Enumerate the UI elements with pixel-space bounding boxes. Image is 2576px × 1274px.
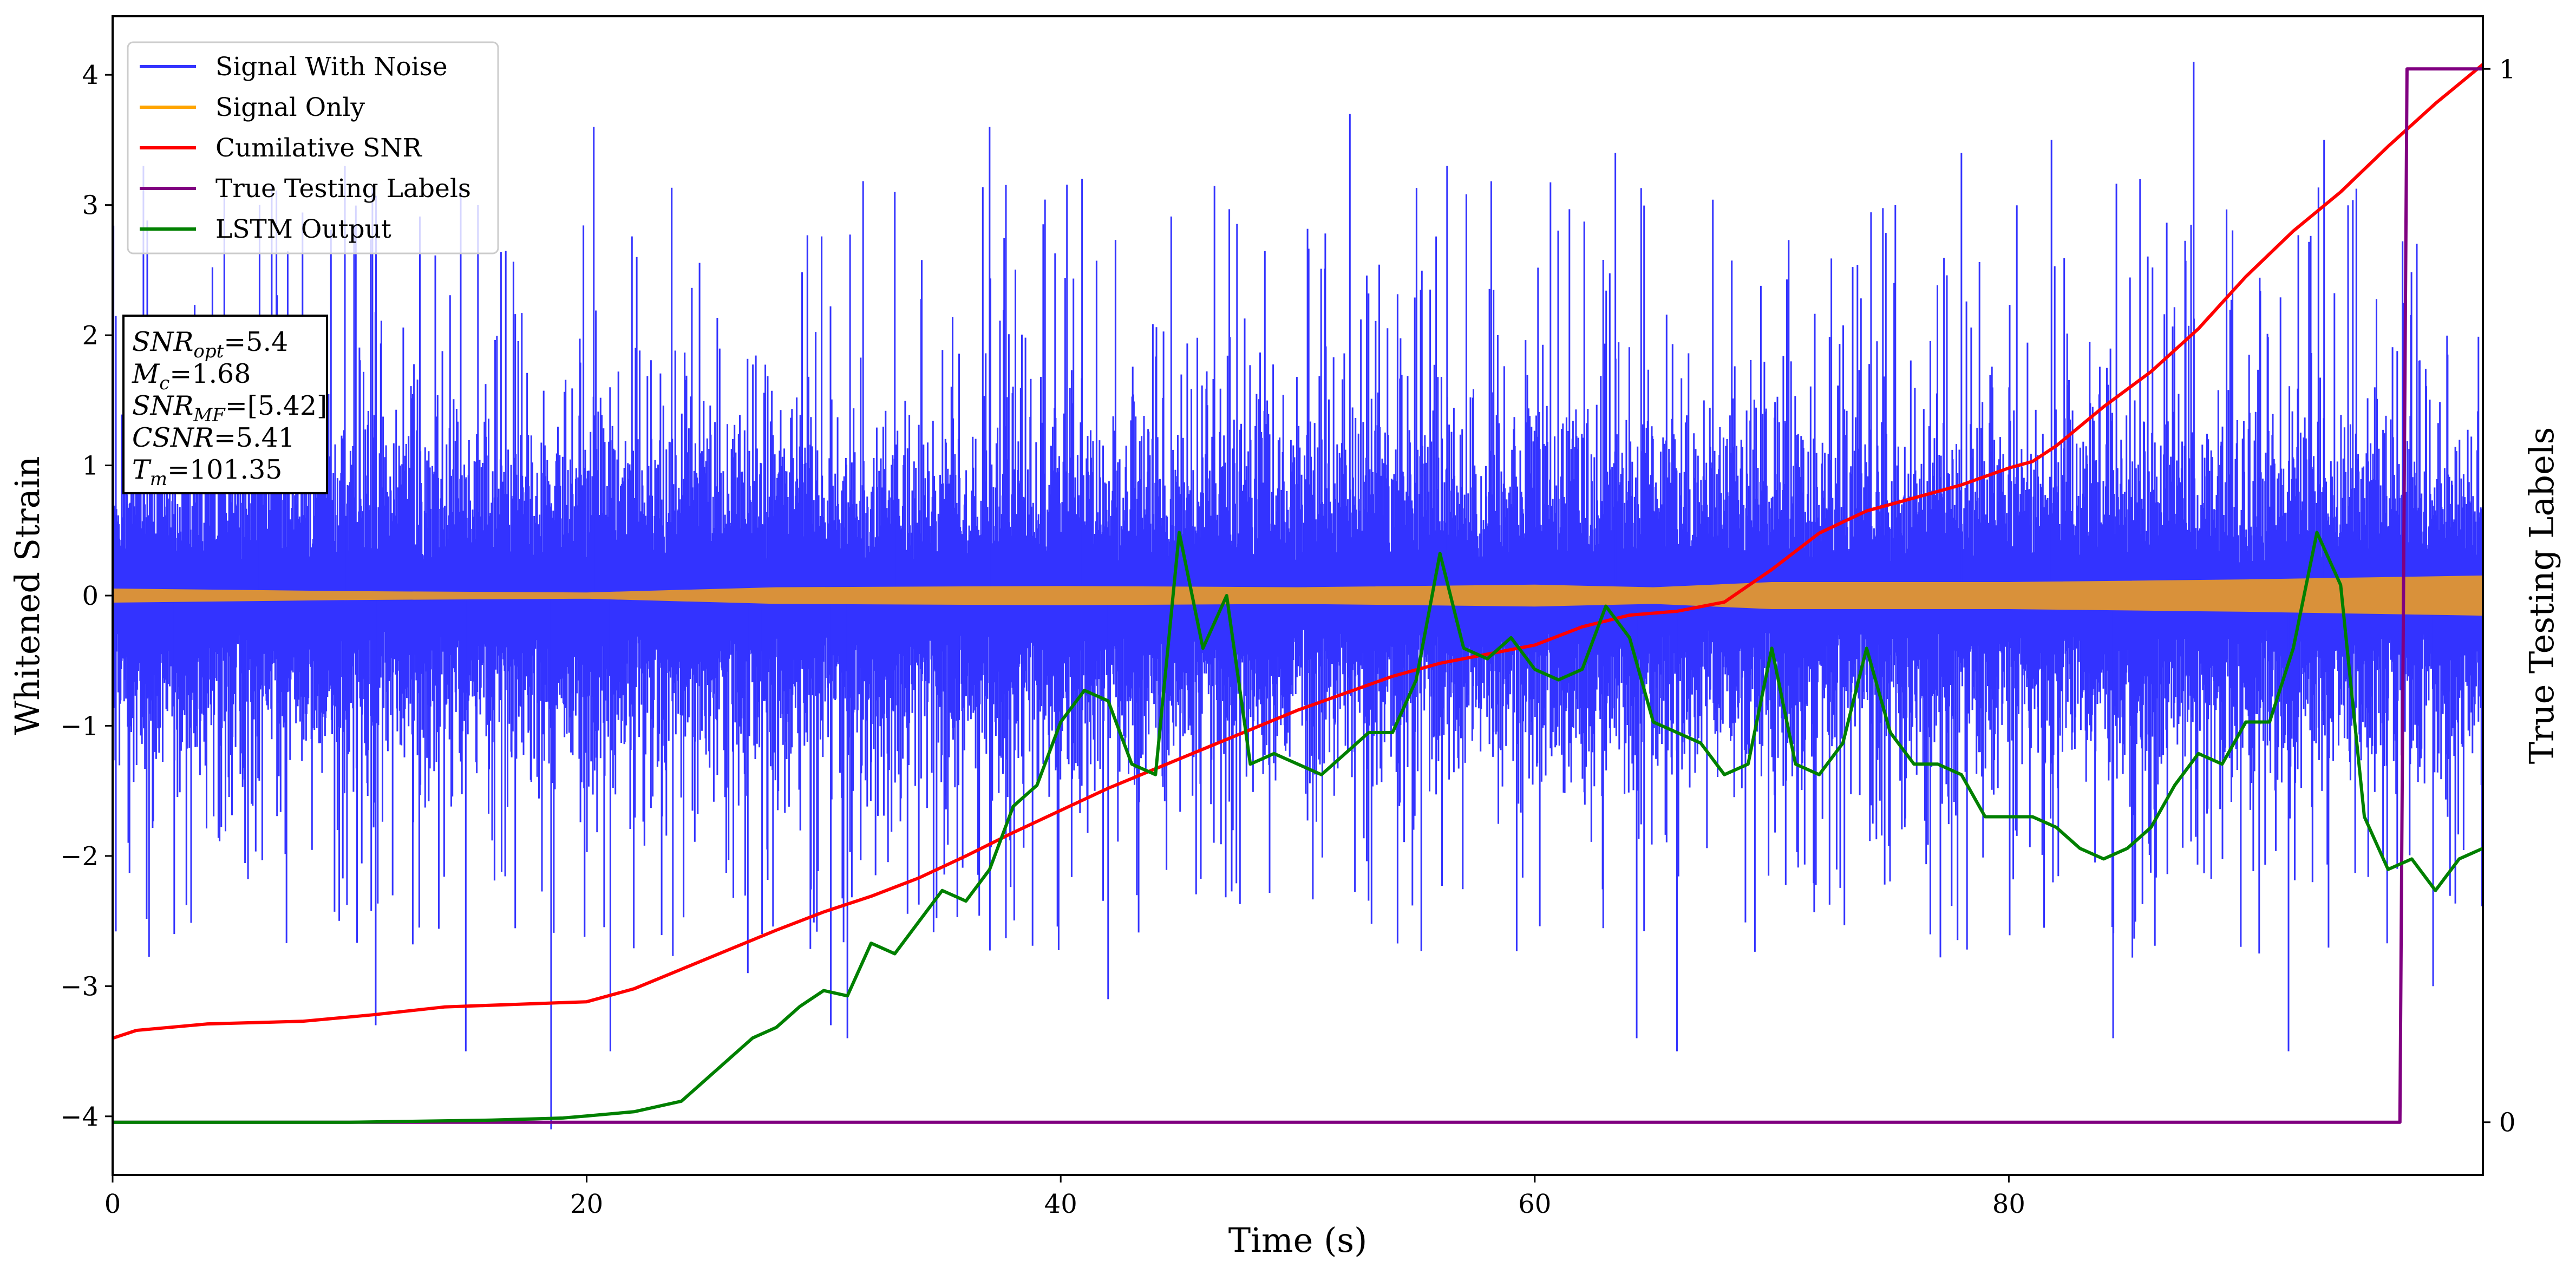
legend-label: True Testing Labels (215, 174, 471, 204)
y2-tick-label: 0 (2499, 1108, 2516, 1138)
legend-label: Signal With Noise (215, 52, 448, 82)
true-testing-labels-line (113, 67, 2483, 1124)
parameter-subscript: opt (193, 341, 224, 362)
y-axis-right: 01 (2483, 54, 2516, 1138)
y-tick-label: 2 (82, 321, 99, 351)
parameters-frame (122, 315, 328, 494)
parameter-subscript: MF (193, 404, 226, 426)
legend-label: LSTM Output (215, 214, 391, 244)
legend-frame (127, 41, 499, 254)
parameter-name: SNR (132, 390, 193, 421)
parameters-box: SNRopt=5.4Mc=1.68SNRMF=[5.42]CSNR=5.41Tm… (122, 315, 328, 494)
parameter-name: SNR (132, 326, 193, 357)
parameter-line: Mc=1.68 (132, 358, 251, 394)
parameter-line: SNRopt=5.4 (132, 326, 288, 362)
legend: Signal With Noise Signal Only Cumilative S… (127, 41, 499, 254)
parameter-value: =[5.42] (225, 390, 327, 421)
y2-tick-label: 1 (2499, 54, 2516, 84)
parameter-value: =1.68 (169, 358, 251, 389)
legend-label: Signal Only (215, 93, 365, 122)
parameter-line: SNRMF=[5.42] (132, 390, 327, 426)
parameter-value: =5.41 (214, 422, 295, 453)
x-tick-label: 20 (570, 1189, 603, 1219)
parameter-line: CSNR=5.41 (132, 422, 295, 453)
y2-axis-label: True Testing Labels (2522, 427, 2561, 765)
parameter-subscript: c (159, 373, 169, 394)
lstm-output-line (113, 531, 2483, 1124)
x-tick-label: 80 (1992, 1189, 2025, 1219)
parameter-value: =101.35 (167, 454, 283, 485)
y-tick-label: 1 (82, 451, 99, 481)
x-axis: 0 20 40 60 80 (104, 1175, 2025, 1219)
plot-area (113, 62, 2483, 1129)
x-tick-label: 40 (1044, 1189, 1077, 1219)
x-tick-label: 0 (104, 1189, 121, 1219)
parameter-name: T (132, 454, 152, 485)
parameter-name: M (132, 358, 160, 389)
y-tick-label: −1 (60, 711, 99, 741)
line-series-layer (113, 63, 2483, 1124)
y-tick-label: −3 (60, 971, 99, 1002)
y-tick-label: 3 (82, 191, 99, 221)
y-tick-label: 0 (82, 581, 99, 611)
y-tick-label: −4 (60, 1102, 99, 1132)
legend-label: Cumilative SNR (215, 133, 422, 163)
parameter-line: Tm=101.35 (132, 454, 282, 490)
y-tick-label: 4 (82, 60, 99, 90)
signal-only-band (113, 575, 2483, 616)
x-axis-label: Time (s) (1228, 1220, 1368, 1260)
y-tick-label: −2 (60, 841, 99, 872)
x-tick-label: 60 (1518, 1189, 1551, 1219)
parameter-name: CSNR (132, 422, 214, 453)
y-axis-left: −4 −3 −2 −1 0 1 2 3 4 (60, 60, 113, 1132)
parameter-value: =5.4 (224, 326, 288, 357)
y-axis-label: Whitened Strain (8, 456, 47, 735)
cumulative-snr-line (113, 63, 2483, 1040)
signal-only-series (113, 575, 2483, 616)
parameter-subscript: m (150, 468, 167, 490)
